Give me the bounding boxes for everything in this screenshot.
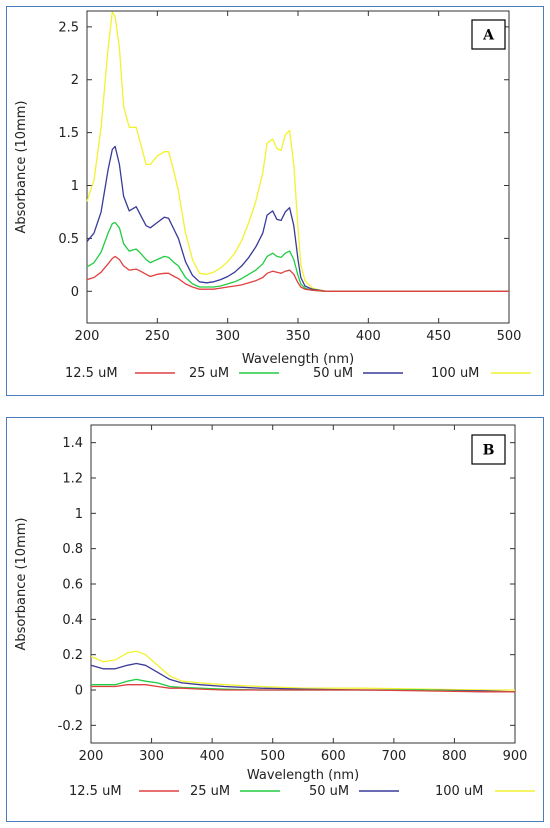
x-tick-label: 600: [321, 749, 346, 764]
x-tick-label: 700: [381, 749, 406, 764]
chart-a-svg: 200 250 300 350 400 450 500 0 0.5 1 1.5 2 2.5 Wavelen…: [14, 10, 531, 381]
y-axis-label: Absorbance (10mm): [14, 518, 29, 651]
y-tick-label: 0.4: [62, 613, 83, 628]
y-tick-label: 1: [71, 179, 79, 194]
legend-label: 12.5 uM: [69, 784, 122, 799]
x-tick-label: 900: [503, 749, 528, 764]
chart-panel-b: 200 300 400 500 600 700 800 900 -0.2 0 0.2 0.4 0.6 0.…: [6, 417, 544, 822]
y-tick-label: 1.5: [58, 126, 79, 141]
y-tick-label: 2: [71, 73, 79, 88]
y-tick-label: 0: [71, 285, 79, 300]
plot-frame: [90, 424, 516, 744]
x-tick-label: 200: [75, 329, 100, 344]
x-axis-label: Wavelength (nm): [247, 768, 359, 783]
series-line-12-5-um: [86, 255, 509, 292]
x-tick-label: 300: [139, 749, 164, 764]
series-line-50-um: [86, 145, 509, 292]
x-tick-label: 400: [200, 749, 225, 764]
x-tick-label: 450: [426, 329, 451, 344]
legend-label: 100 uM: [431, 366, 479, 381]
x-tick-label: 800: [442, 749, 467, 764]
legend-label: 12.5 uM: [65, 366, 118, 381]
series-line-12-5-um: [91, 684, 515, 693]
y-tick-label: 0.2: [62, 648, 83, 663]
x-axis-label: Wavelength (nm): [242, 352, 354, 367]
x-tick-label: 200: [79, 749, 104, 764]
panel-letter-box: [471, 19, 506, 50]
y-tick-label: 0.8: [62, 542, 83, 557]
x-tick-label: 250: [145, 329, 170, 344]
y-tick-label: 1: [75, 507, 83, 522]
legend-label: 50 uM: [309, 784, 349, 799]
legend-label: 25 uM: [190, 784, 230, 799]
series-line-25-um: [86, 221, 509, 292]
y-tick-label: 0: [75, 684, 83, 699]
y-tick-label: 0.5: [58, 232, 79, 247]
x-tick-label: 350: [286, 329, 311, 344]
y-tick-label: -0.2: [58, 719, 83, 734]
y-tick-label: 1.4: [62, 436, 83, 451]
panel-letter: B: [483, 443, 495, 459]
legend-label: 25 uM: [189, 366, 229, 381]
y-tick-label: 2.5: [58, 20, 79, 35]
y-axis-label: Absorbance (10mm): [14, 101, 29, 234]
panel-letter: A: [482, 28, 495, 44]
legend-label: 50 uM: [313, 366, 353, 381]
y-tick-label: 1.2: [62, 472, 83, 487]
x-tick-label: 500: [497, 329, 522, 344]
y-tick-label: 0.6: [62, 578, 83, 593]
legend-label: 100 uM: [435, 784, 483, 799]
chart-b-svg: 200 300 400 500 600 700 800 900 -0.2 0 0.2 0.4 0.6 0.…: [14, 424, 535, 799]
chart-panel-a: 200 250 300 350 400 450 500 0 0.5 1 1.5 2 2.5 Wavelen…: [6, 6, 544, 396]
x-tick-label: 300: [215, 329, 240, 344]
x-tick-label: 500: [260, 749, 285, 764]
x-tick-label: 400: [356, 329, 381, 344]
series-line-100-um: [90, 650, 515, 691]
panel-letter-box: [471, 434, 506, 465]
series-line-100-um: [86, 11, 509, 292]
